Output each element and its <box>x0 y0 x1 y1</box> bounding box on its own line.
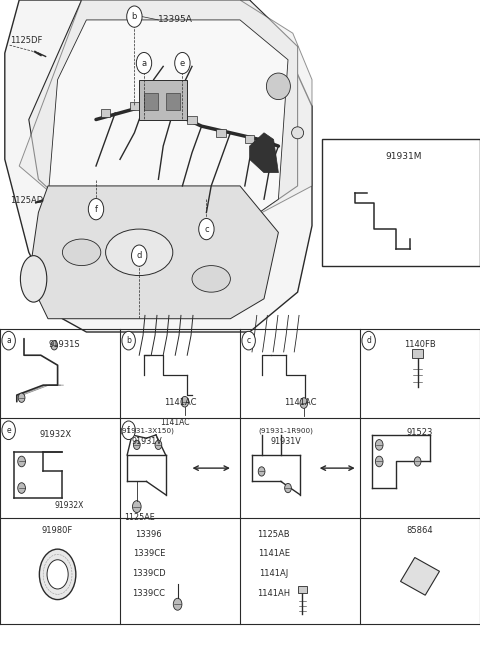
Bar <box>144 93 158 110</box>
Bar <box>245 135 254 143</box>
Text: d: d <box>366 336 371 345</box>
Text: 91980F: 91980F <box>42 525 73 535</box>
Text: 13396: 13396 <box>135 529 162 539</box>
Text: f: f <box>95 205 97 214</box>
Text: 1141AC: 1141AC <box>284 398 316 407</box>
Circle shape <box>155 440 162 450</box>
Bar <box>101 109 110 117</box>
Text: 91931V: 91931V <box>131 436 162 446</box>
Circle shape <box>122 421 135 440</box>
Text: 1125AE: 1125AE <box>124 513 155 522</box>
Circle shape <box>375 456 383 467</box>
Text: 1125DF: 1125DF <box>10 36 42 45</box>
Text: 13395A: 13395A <box>158 15 193 25</box>
Bar <box>412 349 423 358</box>
Bar <box>158 109 168 117</box>
Circle shape <box>398 238 404 246</box>
Bar <box>322 139 480 266</box>
Circle shape <box>136 52 152 74</box>
Ellipse shape <box>266 73 290 100</box>
Circle shape <box>173 598 182 610</box>
Circle shape <box>122 331 135 350</box>
Text: 91932X: 91932X <box>39 430 71 439</box>
Circle shape <box>285 483 291 493</box>
Text: 1125AD: 1125AD <box>10 195 43 205</box>
Polygon shape <box>29 0 298 219</box>
Text: 1339CC: 1339CC <box>132 589 165 598</box>
Text: 1339CE: 1339CE <box>132 549 165 558</box>
Circle shape <box>300 398 308 408</box>
Text: 1141AC: 1141AC <box>164 398 196 407</box>
Circle shape <box>133 440 140 450</box>
Circle shape <box>127 6 142 27</box>
Text: 85864: 85864 <box>407 525 433 535</box>
Text: c: c <box>204 224 209 234</box>
Bar <box>216 129 226 137</box>
Polygon shape <box>19 0 312 219</box>
Text: f: f <box>127 426 130 435</box>
Circle shape <box>18 393 25 402</box>
Circle shape <box>181 396 189 407</box>
Text: (91931-3X150): (91931-3X150) <box>119 428 174 434</box>
Text: 91932X: 91932X <box>55 501 84 510</box>
Ellipse shape <box>62 239 101 266</box>
Circle shape <box>175 52 190 74</box>
Polygon shape <box>5 0 312 332</box>
Circle shape <box>242 331 255 350</box>
Text: b: b <box>126 336 131 345</box>
Text: a: a <box>142 58 146 68</box>
Bar <box>139 80 187 120</box>
Circle shape <box>362 331 375 350</box>
Text: c: c <box>247 336 251 345</box>
Circle shape <box>414 457 421 466</box>
Polygon shape <box>400 558 440 595</box>
Text: 91523: 91523 <box>407 428 433 437</box>
Bar <box>298 586 307 593</box>
Circle shape <box>132 501 141 513</box>
Circle shape <box>51 341 58 350</box>
Text: e: e <box>6 426 11 435</box>
Polygon shape <box>250 133 278 173</box>
Text: (91931-1R900): (91931-1R900) <box>258 428 313 434</box>
Circle shape <box>2 331 15 350</box>
Bar <box>130 102 139 110</box>
Circle shape <box>258 467 265 476</box>
Text: d: d <box>136 251 142 260</box>
Circle shape <box>39 549 76 600</box>
Circle shape <box>18 456 25 467</box>
Bar <box>187 116 197 124</box>
Text: a: a <box>6 336 11 345</box>
Circle shape <box>199 218 214 240</box>
Bar <box>166 93 180 110</box>
Text: 1141AH: 1141AH <box>257 589 290 598</box>
Polygon shape <box>29 186 278 319</box>
Text: 1141AJ: 1141AJ <box>259 569 288 578</box>
Circle shape <box>358 195 364 203</box>
Text: 1339CD: 1339CD <box>132 569 166 578</box>
Text: b: b <box>132 12 137 21</box>
Ellipse shape <box>192 266 230 292</box>
Text: 1141AC: 1141AC <box>160 418 190 427</box>
Circle shape <box>375 440 383 450</box>
Text: 91931M: 91931M <box>385 151 421 161</box>
Circle shape <box>88 199 104 220</box>
Text: 1140FB: 1140FB <box>404 340 436 349</box>
Text: 91931V: 91931V <box>270 436 301 446</box>
Ellipse shape <box>292 127 304 139</box>
Ellipse shape <box>106 229 173 276</box>
Ellipse shape <box>20 256 47 302</box>
Circle shape <box>2 421 15 440</box>
Text: 91931S: 91931S <box>49 340 81 349</box>
Text: e: e <box>180 58 185 68</box>
Circle shape <box>47 560 68 589</box>
Circle shape <box>132 245 147 266</box>
Circle shape <box>18 483 25 493</box>
Text: 1141AE: 1141AE <box>258 549 289 558</box>
Polygon shape <box>48 20 288 232</box>
Text: 1125AB: 1125AB <box>257 529 290 539</box>
